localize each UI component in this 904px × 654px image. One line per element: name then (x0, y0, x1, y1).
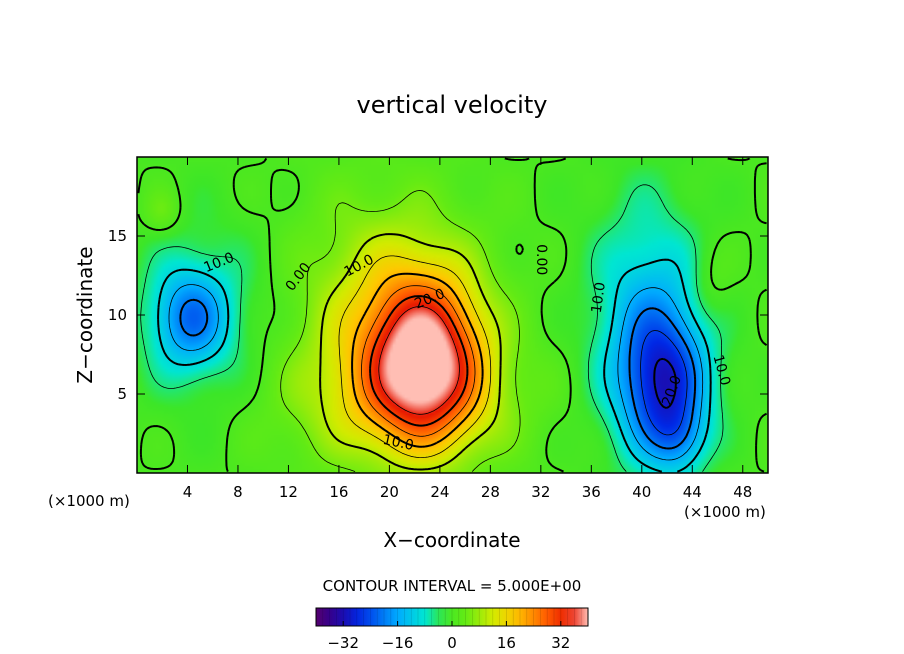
y-tick-label: 15 (108, 227, 127, 245)
colorbar-tick-label: −16 (382, 634, 414, 652)
contour-line (369, 295, 469, 427)
contour-line (280, 190, 521, 472)
x-tick-label: 32 (531, 483, 550, 501)
y-tick-label: 10 (108, 306, 127, 324)
x-tick-label: 20 (380, 483, 399, 501)
chart-title: vertical velocity (357, 91, 548, 119)
x-tick-label: 36 (582, 483, 601, 501)
contour-line (140, 184, 724, 472)
contour-line (137, 157, 768, 473)
colorbar-tick-label: 0 (447, 634, 457, 652)
x-tick-label: 28 (481, 483, 500, 501)
y-axis-label: Z−coordinate (73, 246, 97, 383)
colorbar-tick-label: 16 (497, 634, 516, 652)
x-tick-label: 8 (233, 483, 243, 501)
contour-line (338, 255, 492, 458)
x-tick-label: 4 (183, 483, 193, 501)
contour-line (653, 357, 677, 409)
colorbar: −32 −16 0 16 32 (315, 607, 589, 652)
contour-label: 0.00 (533, 244, 549, 275)
x-unit-right: (×1000 m) (684, 503, 766, 521)
contour-label: 10.0 (589, 281, 609, 314)
contour-line (168, 284, 704, 461)
colorbar-tick-label: −32 (327, 634, 359, 652)
x-axis-label: X−coordinate (383, 528, 520, 552)
x-tick-label: 12 (279, 483, 298, 501)
y-axis-ticks: 5 10 15 (108, 227, 768, 403)
x-tick-label: 40 (632, 483, 651, 501)
colorbar-tick-label: 32 (551, 634, 570, 652)
x-axis-ticks: 4 8 12 16 20 24 28 32 36 40 44 48 (183, 157, 752, 501)
colorbar-ticks: −32 −16 0 16 32 (327, 621, 570, 652)
contour-label: 10.0 (381, 432, 415, 454)
x-tick-label: 44 (683, 483, 702, 501)
contour-lines (137, 157, 768, 473)
contour-line (319, 233, 502, 471)
y-tick-label: 5 (117, 385, 127, 403)
x-tick-label: 24 (430, 483, 449, 501)
contour-line (179, 298, 697, 450)
velocity-field (137, 157, 768, 473)
x-unit-left: (×1000 m) (48, 492, 130, 510)
contour-line (351, 272, 484, 448)
contour-label: 10.0 (710, 353, 734, 387)
x-tick-label: 16 (329, 483, 348, 501)
contour-line (378, 306, 460, 415)
contour-line (157, 258, 712, 473)
colorbar-divisions (322, 608, 582, 626)
contour-line (361, 285, 476, 437)
contour-interval-text: CONTOUR INTERVAL = 5.000E+00 (323, 577, 582, 595)
x-tick-label: 48 (733, 483, 752, 501)
contour-line (640, 330, 688, 436)
